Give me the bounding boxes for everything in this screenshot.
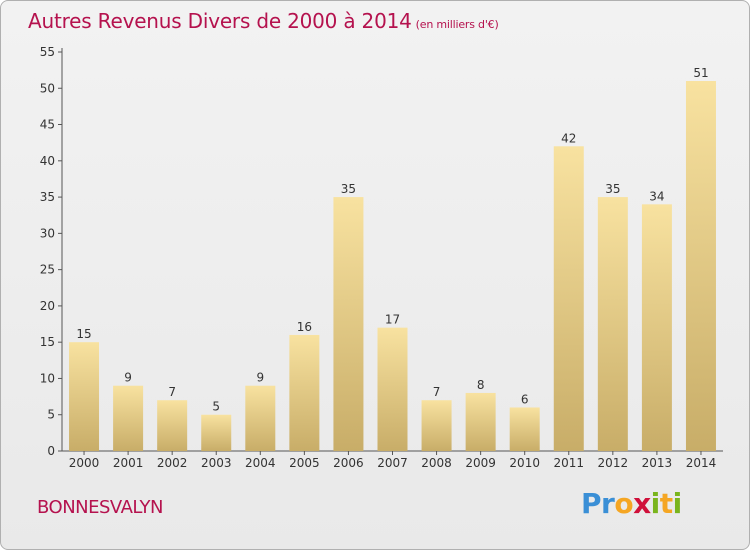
logo-letter: P: [581, 487, 602, 520]
y-tick-label: 15: [40, 335, 55, 349]
x-tick-label: 2001: [113, 456, 144, 470]
logo-letter: o: [614, 487, 634, 520]
y-tick-label: 35: [40, 190, 55, 204]
bar-value-label: 6: [521, 392, 529, 406]
bar: [245, 385, 276, 451]
x-tick-label: 2012: [598, 456, 629, 470]
x-tick-label: 2007: [377, 456, 408, 470]
x-tick-label: 2010: [509, 456, 540, 470]
bar: [333, 197, 364, 451]
bar-value-label: 17: [385, 313, 400, 327]
chart-title-main: Autres Revenus Divers de 2000 à 2014: [28, 9, 412, 33]
proxiti-logo: Proxiti: [581, 487, 682, 520]
bar-value-label: 35: [341, 182, 356, 196]
bar-value-label: 9: [124, 371, 132, 385]
y-tick-label: 0: [47, 444, 55, 458]
chart-title: Autres Revenus Divers de 2000 à 2014 (en …: [28, 9, 499, 33]
bar: [289, 334, 320, 451]
x-tick-label: 2009: [465, 456, 496, 470]
bar-value-label: 7: [433, 385, 441, 399]
bar: [685, 81, 716, 451]
bar-value-label: 35: [605, 182, 620, 196]
bar: [157, 400, 188, 451]
x-tick-label: 2013: [642, 456, 673, 470]
bar-value-label: 51: [693, 66, 708, 80]
bar-value-label: 15: [76, 327, 91, 341]
y-tick-label: 20: [40, 299, 55, 313]
bar: [69, 342, 100, 451]
x-tick-label: 2008: [421, 456, 452, 470]
bar: [113, 385, 144, 451]
y-tick-label: 45: [40, 118, 55, 132]
bar-value-label: 9: [256, 371, 264, 385]
bar: [465, 392, 496, 451]
x-tick-label: 2011: [553, 456, 584, 470]
bar: [377, 327, 408, 451]
x-tick-label: 2003: [201, 456, 232, 470]
x-tick-label: 2002: [157, 456, 188, 470]
bar: [597, 197, 628, 451]
y-tick-label: 5: [47, 408, 55, 422]
logo-letter: i: [650, 487, 661, 520]
bar-value-label: 8: [477, 378, 485, 392]
bar: [421, 400, 452, 451]
logo-letter: r: [601, 487, 615, 520]
bar: [201, 414, 232, 451]
x-tick-label: 2004: [245, 456, 276, 470]
x-tick-label: 2000: [69, 456, 100, 470]
x-tick-label: 2014: [686, 456, 717, 470]
bar-value-label: 42: [561, 131, 576, 145]
bar: [641, 204, 672, 451]
logo-letter: i: [672, 487, 683, 520]
bar-value-label: 34: [649, 189, 664, 203]
y-tick-label: 25: [40, 263, 55, 277]
x-tick-label: 2006: [333, 456, 364, 470]
y-tick-label: 10: [40, 371, 55, 385]
bar: [553, 146, 584, 452]
y-tick-label: 55: [40, 45, 55, 59]
bar: [509, 407, 540, 451]
bar-value-label: 16: [297, 320, 312, 334]
bar-value-label: 7: [168, 385, 176, 399]
location-name: BONNESVALYN: [37, 497, 164, 518]
x-tick-label: 2005: [289, 456, 320, 470]
y-tick-label: 40: [40, 154, 55, 168]
y-tick-label: 50: [40, 81, 55, 95]
bar-value-label: 5: [212, 400, 220, 414]
logo-letter: x: [633, 487, 651, 520]
y-tick-label: 30: [40, 226, 55, 240]
logo-letter: t: [659, 487, 673, 520]
chart-title-unit: (en milliers d'€): [415, 18, 499, 31]
